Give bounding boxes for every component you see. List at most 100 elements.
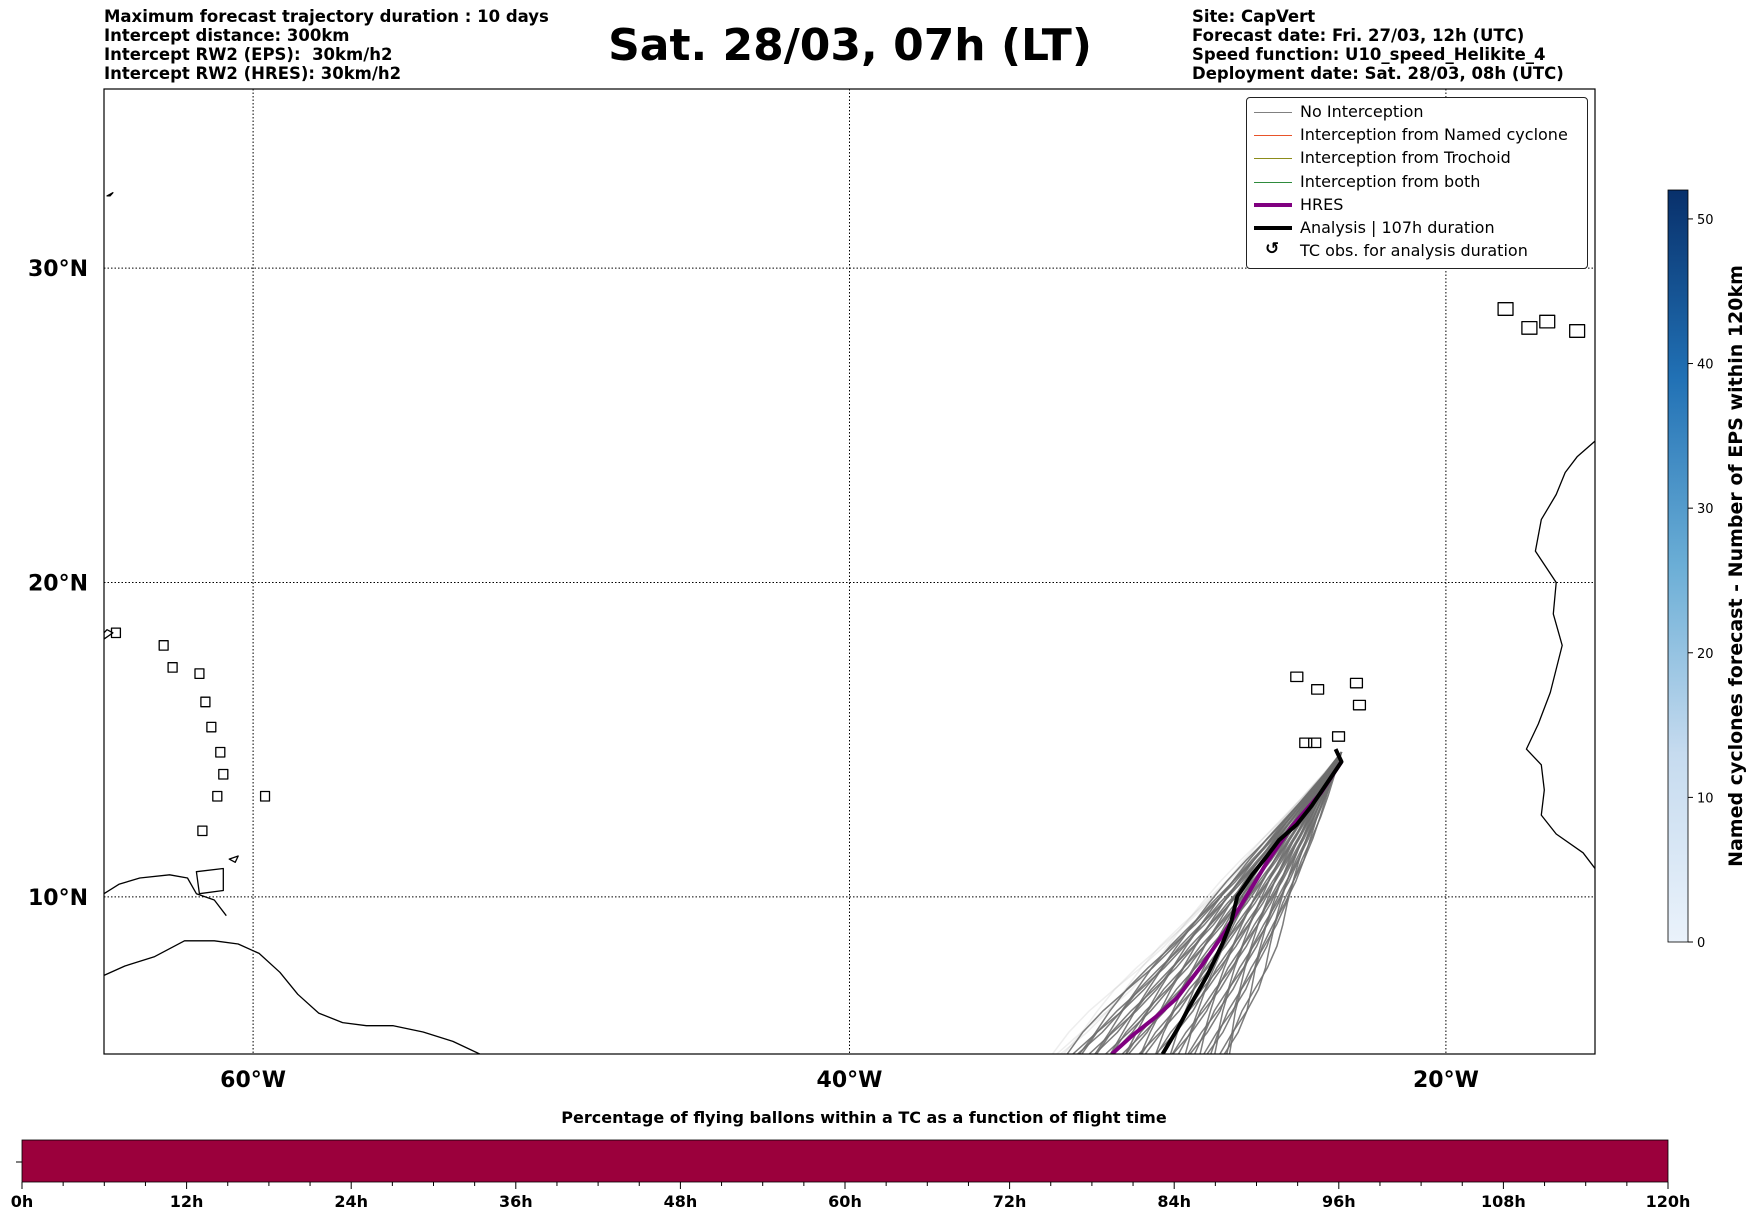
coastline — [1525, 440, 1595, 869]
legend-label: Interception from Trochoid — [1300, 148, 1511, 168]
coastline — [1614, 312, 1629, 325]
header-line: Intercept distance: 300km — [104, 26, 350, 45]
bar-tick-label: 48h — [664, 1192, 698, 1211]
coastline — [197, 825, 208, 837]
legend-item: ↺ TC obs. for analysis duration — [1247, 239, 1587, 262]
analysis-trajectory — [1160, 748, 1344, 1054]
bar-tick-label: 60h — [828, 1192, 862, 1211]
coastline — [228, 855, 239, 863]
ensemble-trajectory — [1063, 751, 1343, 1054]
ensemble-trajectory — [1144, 751, 1343, 1054]
coastline — [1290, 671, 1304, 683]
header-line: Deployment date: Sat. 28/03, 08h (UTC) — [1192, 64, 1564, 83]
legend-item: Interception from both — [1247, 171, 1587, 193]
legend-label: TC obs. for analysis duration — [1300, 241, 1528, 261]
ensemble-trajectory — [1223, 751, 1343, 1054]
ensemble-trajectory — [1228, 751, 1343, 1054]
legend: No Interception Interception from Named c… — [1246, 97, 1588, 269]
coastline — [158, 640, 169, 651]
axis-tick-labels: 60°W 40°W 20°W 30°N 20°N 10°N — [28, 257, 1479, 1093]
plot-title: Sat. 28/03, 07h (LT) — [608, 20, 1092, 71]
lat-tick-label: 20°N — [28, 572, 88, 597]
legend-label: HRES — [1300, 194, 1344, 214]
coastline — [1352, 699, 1367, 711]
ensemble-trajectory — [1219, 751, 1343, 1054]
legend-item: Analysis | 107h duration — [1247, 217, 1587, 239]
bar-tick-label: 96h — [1322, 1192, 1356, 1211]
lon-tick-label: 20°W — [1413, 1068, 1479, 1093]
ensemble-trajectory — [1077, 751, 1343, 1054]
main-trajectories — [1110, 748, 1344, 1054]
colorbar-tick-label: 10 — [1697, 791, 1714, 806]
bar-tick-label: 108h — [1481, 1192, 1526, 1211]
coastline — [212, 790, 223, 802]
coastline — [104, 629, 114, 640]
coastline — [215, 746, 226, 758]
coastline — [104, 940, 480, 1054]
coastline — [1308, 737, 1322, 749]
legend-label: Interception from both — [1300, 171, 1481, 191]
coastline — [1331, 731, 1346, 742]
coastline — [206, 721, 217, 733]
legend-line — [1254, 226, 1292, 230]
legend-line — [1254, 112, 1292, 113]
header-line: Maximum forecast trajectory duration : 1… — [104, 7, 549, 26]
coastline — [1629, 293, 1644, 306]
flight-time-bar-title: Percentage of flying ballons within a TC… — [561, 1108, 1167, 1127]
flight-time-ticks: 0h 12h 24h 36h 48h 60h 72h 84h 96h 108h 120h — [11, 1182, 1691, 1211]
legend-item: No Interception — [1247, 101, 1587, 123]
lat-tick-label: 30°N — [28, 257, 88, 282]
coastline — [194, 668, 205, 680]
flight-time-bar — [21, 1139, 1669, 1183]
ensemble-trajectories — [1051, 751, 1343, 1054]
legend-item: Interception from Named cyclone — [1247, 124, 1587, 146]
hres-trajectory — [1110, 760, 1344, 1054]
coastline — [218, 768, 229, 780]
lat-tick-label: 10°N — [28, 886, 88, 911]
legend-label: Interception from Named cyclone — [1300, 125, 1568, 145]
bar-tick-label: 84h — [1157, 1192, 1191, 1211]
coastline — [104, 874, 227, 917]
bar-tick-label: 24h — [334, 1192, 368, 1211]
header-line: Intercept RW2 (HRES): 30km/h2 — [104, 64, 402, 83]
coastline — [1311, 684, 1325, 695]
coastline — [259, 790, 271, 802]
coastline — [1349, 677, 1364, 689]
colorbar — [1667, 189, 1689, 943]
coastline — [1539, 314, 1556, 329]
bar-tick-label: 72h — [993, 1192, 1027, 1211]
coastlines — [104, 192, 1644, 1054]
legend-item: HRES — [1247, 194, 1587, 216]
ensemble-trajectory — [1206, 751, 1343, 1054]
header-left: Maximum forecast trajectory duration : 1… — [104, 7, 549, 83]
bar-tick-label: 0h — [11, 1192, 34, 1211]
colorbar-label: Named cyclones forecast - Number of EPS … — [1725, 265, 1747, 867]
bar-tick-label: 12h — [170, 1192, 204, 1211]
legend-line — [1254, 181, 1292, 183]
colorbar-tick-label: 50 — [1697, 213, 1714, 228]
lon-tick-label: 60°W — [220, 1068, 286, 1093]
colorbar-tick-label: 40 — [1697, 358, 1714, 373]
coastline — [1497, 302, 1514, 316]
legend-line — [1254, 202, 1292, 207]
legend-item: Interception from Trochoid — [1247, 147, 1587, 169]
map-frame — [103, 88, 1596, 1055]
bar-tick-label: 36h — [499, 1192, 533, 1211]
coastline — [106, 192, 114, 197]
colorbar-ticks: 0 10 20 30 40 50 — [1688, 213, 1714, 951]
coastline — [110, 627, 122, 639]
legend-line — [1254, 135, 1292, 137]
coastline — [167, 662, 178, 673]
colorbar-tick-label: 30 — [1697, 502, 1714, 517]
colorbar-tick-label: 20 — [1697, 647, 1714, 662]
cyclone-symbol-icon: ↺ — [1265, 239, 1280, 260]
ensemble-trajectory — [1128, 751, 1343, 1054]
header-line: Intercept RW2 (EPS): 30km/h2 — [104, 45, 393, 64]
legend-line — [1254, 158, 1292, 160]
bar-tick-label: 120h — [1646, 1192, 1691, 1211]
ensemble-trajectory — [1051, 751, 1343, 1054]
coastline — [1521, 320, 1538, 335]
coastline — [195, 867, 224, 895]
header-right: Site: CapVert Forecast date: Fri. 27/03, … — [1192, 7, 1564, 83]
